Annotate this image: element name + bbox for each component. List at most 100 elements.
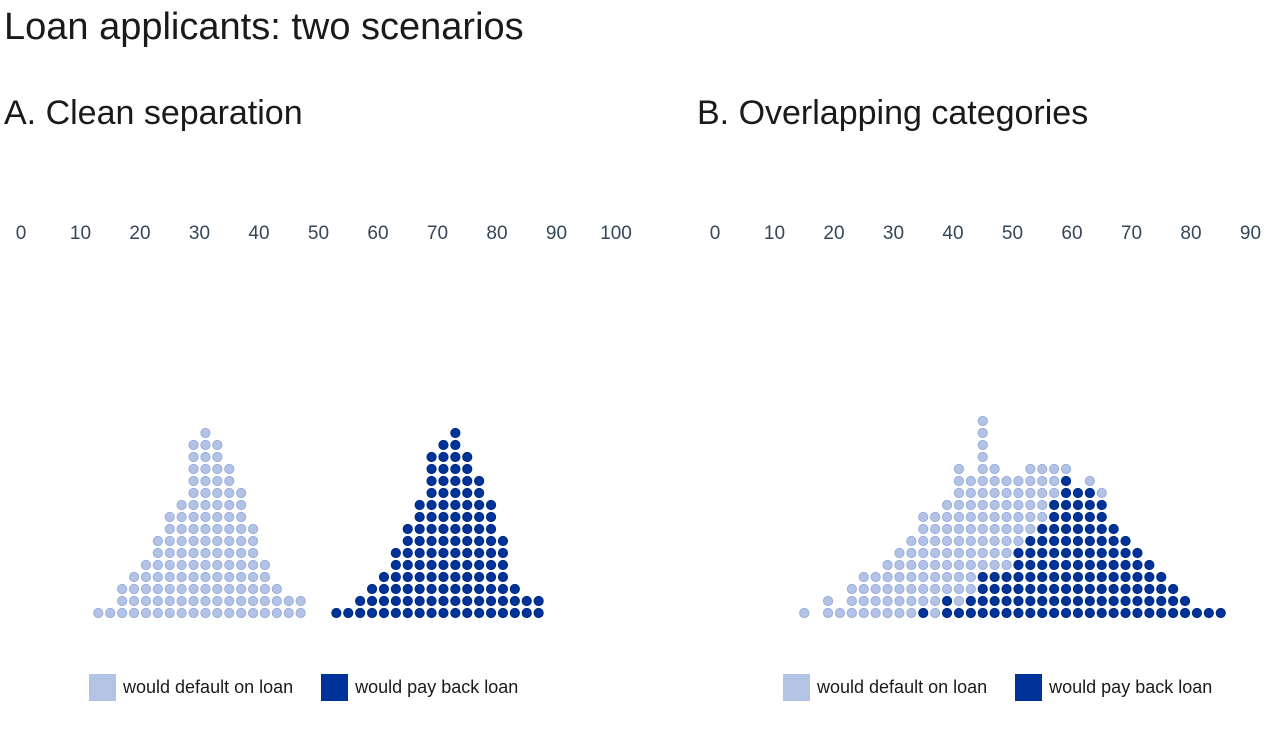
dot-payback xyxy=(462,571,473,583)
dot-default xyxy=(128,595,140,607)
dot-payback xyxy=(1037,559,1048,571)
dot-payback xyxy=(462,595,473,607)
dot-payback xyxy=(1049,571,1060,583)
dot-payback xyxy=(1108,595,1119,607)
dot-default xyxy=(930,607,941,619)
dot-payback xyxy=(462,583,473,595)
legend-item-default: would default on loan xyxy=(89,674,293,701)
dot-payback xyxy=(1072,535,1084,547)
dot-default xyxy=(200,463,211,475)
dot-default xyxy=(188,559,199,571)
dot-payback xyxy=(474,571,485,583)
dot-payback xyxy=(355,595,366,607)
dot-payback xyxy=(438,607,449,619)
dot-payback xyxy=(1120,583,1131,595)
dot-payback xyxy=(977,595,988,607)
dot-payback xyxy=(450,547,461,559)
dot-payback xyxy=(497,583,509,595)
dot-payback xyxy=(533,595,544,607)
dot-payback xyxy=(1096,499,1107,511)
x-tick-label: 90 xyxy=(1240,223,1261,244)
dot-default xyxy=(870,583,881,595)
dot-default xyxy=(1025,475,1036,487)
dot-default xyxy=(1037,463,1048,475)
dot-default xyxy=(212,583,223,595)
dot-default xyxy=(117,583,128,595)
dot-payback xyxy=(462,475,473,487)
dot-default xyxy=(140,583,152,595)
dot-payback xyxy=(438,487,449,499)
dot-default xyxy=(152,595,163,607)
dot-payback xyxy=(1025,607,1036,619)
dot-default xyxy=(188,463,199,475)
dot-default xyxy=(846,595,857,607)
dot-default xyxy=(176,535,187,547)
dot-default xyxy=(1013,535,1024,547)
dot-default xyxy=(236,535,247,547)
dot-payback xyxy=(533,607,544,619)
dot-payback xyxy=(1060,595,1072,607)
dot-payback xyxy=(343,607,354,619)
dot-payback xyxy=(497,535,509,547)
dot-default xyxy=(941,523,953,535)
dot-payback xyxy=(426,535,437,547)
dot-payback xyxy=(1120,559,1131,571)
dot-default xyxy=(200,547,211,559)
dot-payback xyxy=(1168,595,1179,607)
dot-default xyxy=(822,607,834,619)
dot-default xyxy=(1001,499,1012,511)
dot-payback xyxy=(390,547,401,559)
dot-payback xyxy=(1120,547,1131,559)
dot-payback xyxy=(1037,547,1048,559)
dot-default xyxy=(247,571,259,583)
dot-payback xyxy=(462,463,473,475)
dot-payback xyxy=(1120,535,1131,547)
dot-payback xyxy=(1049,535,1060,547)
dot-payback xyxy=(1096,595,1107,607)
dot-default xyxy=(224,607,235,619)
dot-payback xyxy=(390,571,401,583)
dot-payback xyxy=(1144,583,1155,595)
dot-default xyxy=(930,583,941,595)
dot-default xyxy=(870,595,881,607)
dot-default xyxy=(188,475,199,487)
dot-default xyxy=(906,547,917,559)
dot-payback xyxy=(402,523,413,535)
dot-payback xyxy=(450,595,461,607)
dot-payback xyxy=(450,571,461,583)
dot-payback xyxy=(1144,559,1155,571)
dot-default xyxy=(989,523,1000,535)
dot-payback xyxy=(378,595,390,607)
dot-default xyxy=(236,547,247,559)
dot-payback xyxy=(414,571,425,583)
x-tick-label: 0 xyxy=(710,223,721,244)
dot-default xyxy=(1025,487,1036,499)
dot-payback xyxy=(1037,583,1048,595)
dot-default xyxy=(918,595,929,607)
dot-payback xyxy=(1060,559,1072,571)
dot-default xyxy=(906,583,917,595)
dot-payback xyxy=(1132,571,1143,583)
dot-default xyxy=(152,607,163,619)
legend-item-default: would default on loan xyxy=(783,674,987,701)
dot-payback xyxy=(1108,571,1119,583)
dot-default xyxy=(1037,475,1048,487)
dot-payback xyxy=(402,607,413,619)
dot-payback xyxy=(1037,595,1048,607)
dot-default xyxy=(200,511,211,523)
dot-default xyxy=(200,427,211,439)
dot-payback xyxy=(1191,607,1203,619)
dot-default xyxy=(247,595,259,607)
dot-default xyxy=(188,535,199,547)
dot-payback xyxy=(965,607,976,619)
dot-default xyxy=(271,583,282,595)
dot-default xyxy=(965,511,976,523)
x-tick-label: 0 xyxy=(16,223,27,244)
dot-payback xyxy=(1060,511,1072,523)
dot-default xyxy=(247,523,259,535)
dot-marks xyxy=(93,427,544,619)
dot-payback xyxy=(1072,583,1084,595)
dot-default xyxy=(941,583,953,595)
legend-swatch-payback xyxy=(321,674,349,701)
dot-default xyxy=(259,595,271,607)
